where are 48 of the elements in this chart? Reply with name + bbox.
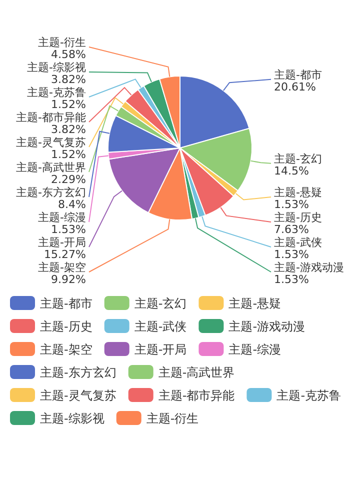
slice-label: 主题-都市异能 <box>16 111 86 124</box>
slice-label: 主题-武侠 <box>274 236 322 249</box>
slice-label: 主题-玄幻 <box>274 152 322 166</box>
data-label: 1.53% <box>274 273 309 286</box>
slice-label: 主题-综影视 <box>27 61 86 74</box>
data-label: 4.58% <box>51 48 86 61</box>
slice-label: 主题-历史 <box>274 211 322 224</box>
slice-label: 主题-高武世界 <box>16 161 86 174</box>
slice-label: 主题-游戏动漫 <box>274 261 344 274</box>
data-label: 20.61% <box>274 80 316 94</box>
legend-label: 主题-综漫 <box>228 342 282 356</box>
data-label: 7.63% <box>274 223 309 236</box>
legend-label: 主题-武侠 <box>134 320 187 334</box>
legend-label: 主题-悬疑 <box>228 296 282 310</box>
legend-label: 主题-开局 <box>134 342 187 356</box>
slice-label: 主题-架空 <box>38 261 86 274</box>
legend-label: 主题-克苏鲁 <box>276 388 342 402</box>
slice-label: 主题-东方玄幻 <box>16 186 86 199</box>
data-label: 2.29% <box>51 173 86 186</box>
legend-label: 主题-游戏动漫 <box>228 320 306 334</box>
legend-label: 主题-灵气复苏 <box>40 388 116 402</box>
data-label: 14.5% <box>274 164 309 178</box>
slice-label: 主题-灵气复苏 <box>16 136 86 149</box>
slice-label: 主题-都市 <box>274 68 322 82</box>
data-label: 8.4% <box>58 198 86 211</box>
legend-label: 主题-东方玄幻 <box>40 366 116 380</box>
legend-label: 主题-都市 <box>40 296 92 310</box>
data-label: 1.53% <box>274 248 309 261</box>
data-label: 9.92% <box>51 273 86 286</box>
data-label: 3.82% <box>51 123 86 136</box>
data-label: 1.53% <box>274 198 309 211</box>
legend-label: 主题-高武世界 <box>158 366 235 380</box>
data-label: 1.53% <box>51 223 86 236</box>
data-label: 15.27% <box>44 248 86 261</box>
slice-label: 主题-开局 <box>38 236 86 249</box>
data-label: 3.82% <box>51 73 86 86</box>
slice-label: 主题-衍生 <box>38 36 86 49</box>
legend-label: 主题-玄幻 <box>134 296 187 310</box>
data-label: 1.52% <box>51 98 86 111</box>
legend-label: 主题-历史 <box>40 320 92 334</box>
slice-label: 主题-综漫 <box>38 211 86 224</box>
slice-label: 主题-悬疑 <box>274 186 322 199</box>
legend-label: 主题-架空 <box>40 342 92 356</box>
legend-label: 主题-衍生 <box>146 412 199 426</box>
data-label: 1.52% <box>51 148 86 161</box>
legend-label: 主题-综影视 <box>40 412 104 426</box>
slice-label: 主题-克苏鲁 <box>27 86 86 99</box>
legend-label: 主题-都市异能 <box>158 388 235 402</box>
